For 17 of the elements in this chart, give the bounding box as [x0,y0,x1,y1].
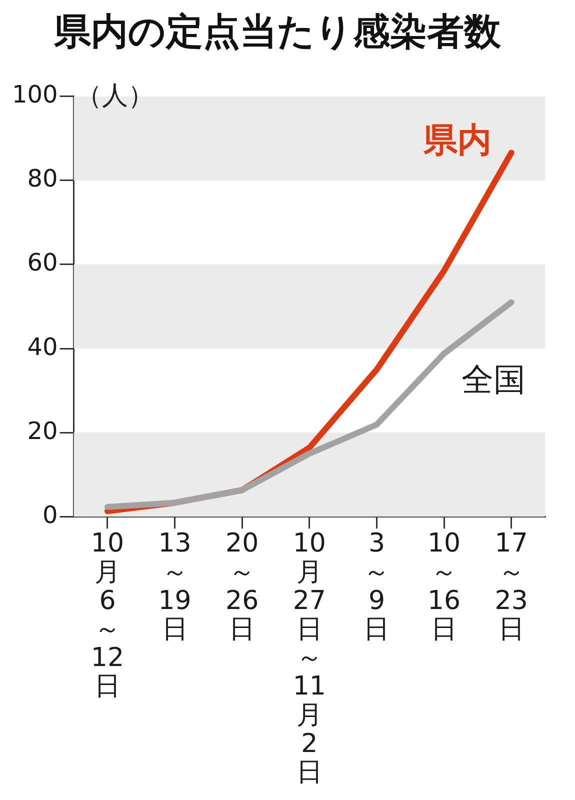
y-tick-label: 0 [42,500,58,529]
category-label: 10月27日～11月2日 [292,528,326,788]
y-tick-label: 40 [27,332,58,361]
y-axis-title: （人） [76,81,154,112]
y-tick-label: 20 [27,416,58,445]
y-tick-label: 60 [27,248,58,277]
series-label: 全国 [461,360,526,399]
x-tick-label: 20～26日 [226,528,259,644]
y-tick-label: 80 [27,164,58,193]
chart-title: 県内の定点当たり感染者数 [53,10,502,53]
series-label: 県内 [422,120,492,161]
x-tick-label: 10～16日 [427,528,461,644]
x-tick-label: 10月6～12日 [90,528,124,702]
x-tick-label: 3～9日 [364,528,390,644]
x-tick-label: 17～23日 [494,528,528,644]
x-tick-label: 13～19日 [158,528,192,644]
y-tick-label: 100 [12,80,58,109]
